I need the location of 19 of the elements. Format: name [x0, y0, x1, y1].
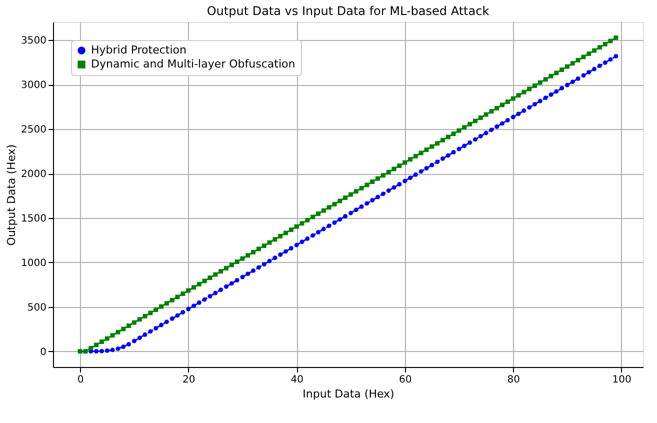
x-tick-label: 100 [612, 374, 632, 386]
y-tick-label: 3000 [21, 80, 46, 92]
y-tick-label: 500 [27, 302, 46, 314]
x-tick-label: 40 [290, 374, 304, 386]
legend-label: Hybrid Protection [91, 44, 186, 56]
x-tick-label: 20 [182, 374, 196, 386]
y-tick-label: 1000 [21, 258, 46, 269]
y-axis-title: Output Data (Hex) [5, 144, 18, 246]
x-tick-label: 80 [507, 374, 520, 386]
y-tick-label: 1500 [21, 214, 46, 225]
y-tick-label: 2500 [21, 124, 46, 136]
y-tick-label: 0 [40, 346, 46, 358]
y-tick-label: 3500 [21, 36, 46, 47]
y-tick-label: 2000 [21, 169, 46, 180]
x-tick-label: 0 [77, 374, 84, 386]
x-axis-title: Input Data (Hex) [302, 388, 394, 400]
legend-label: Dynamic and Multi-layer Obfuscation [91, 58, 296, 70]
x-tick-label: 60 [398, 374, 412, 386]
chart-title: Output Data vs Input Data for ML-based Attack [206, 4, 490, 18]
